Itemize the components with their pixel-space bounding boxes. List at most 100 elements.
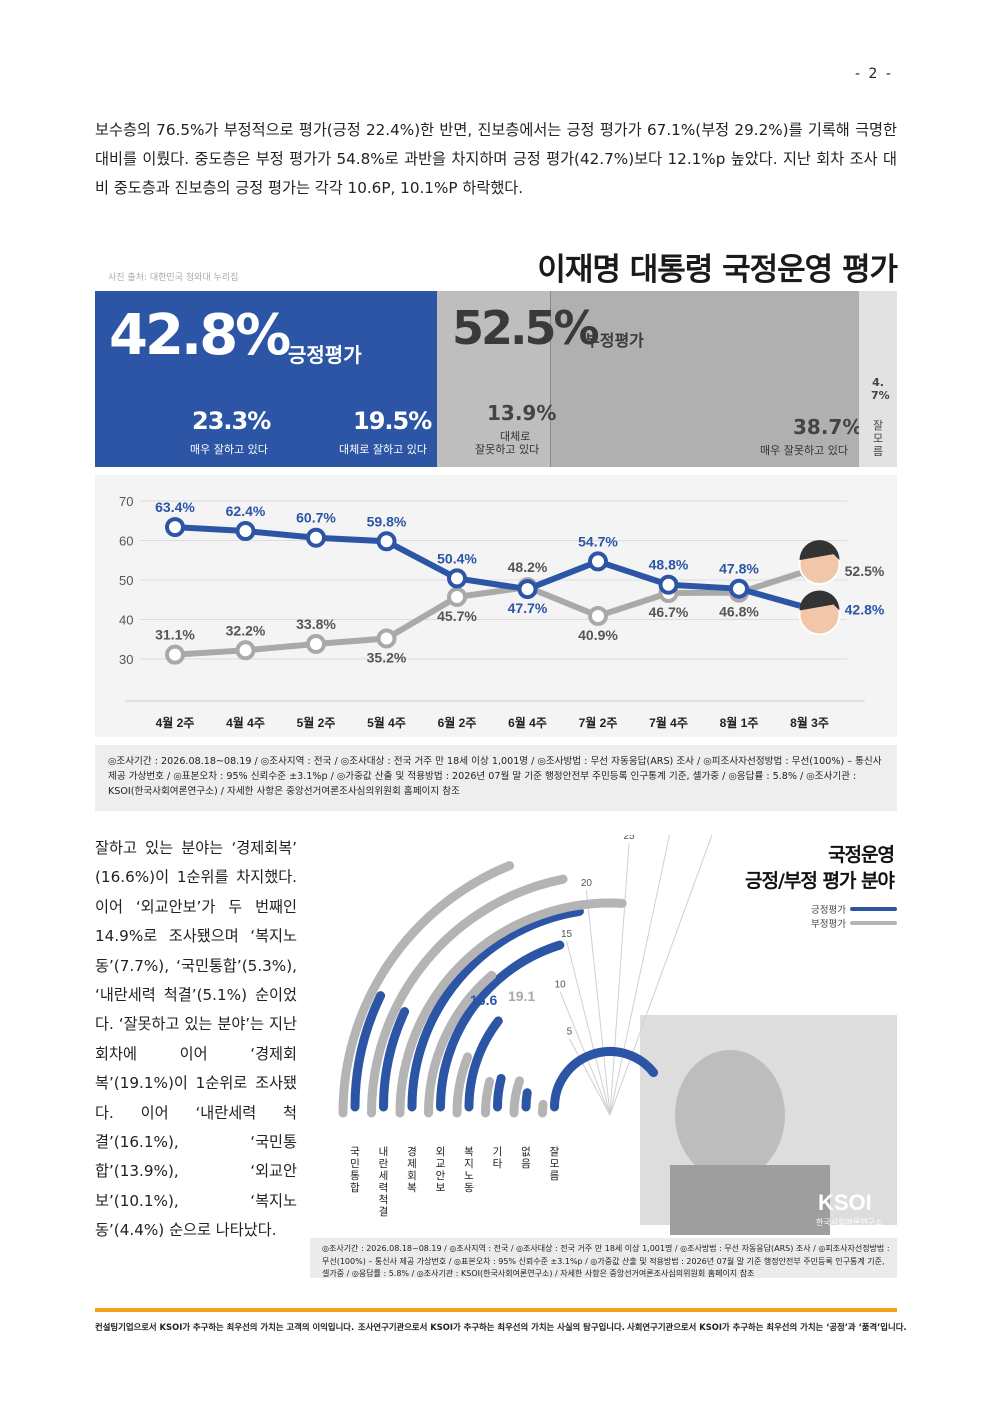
data-point [306,633,326,654]
data-label: 35.2% [367,649,407,665]
arc-긍정평가 [436,940,565,1112]
arc-부정평가 [509,1076,525,1118]
data-point [376,531,397,552]
ksoi-logo: KSOI [818,1190,872,1215]
data-label: 48.2% [508,559,548,575]
data-label: 54.7% [578,533,618,549]
data-point [165,517,185,538]
positive-panel: 42.8% 긍정평가 23.3% 매우 잘하고 있다 19.5% 대체로 잘하고… [95,291,437,467]
data-label: 46.8% [719,604,759,620]
legend-label: 부정평가 [811,919,846,930]
radial-axis [566,940,611,1116]
fairly-good-pct: 19.5% [353,407,432,435]
data-label: 63.4% [155,499,195,515]
max-positive-label: 16.6 [470,992,497,1008]
data-label: 59.8% [367,513,407,529]
data-label: 62.4% [226,503,266,519]
trend-chart: 70 60 50 40 30 4월 2주 4월 4주 5월 2주 5월 4주 6월 2주 6월 4주… [95,475,897,737]
y-tick-label: 50 [119,573,133,588]
data-label: 40.9% [578,627,618,643]
data-point [447,568,467,589]
x-tick-label: 5월 4주 [367,715,406,730]
footer-rule [95,1308,897,1312]
radial-axis [609,843,630,1116]
data-point [588,605,608,626]
survey-note-2: ◎조사기간 : 2026.08.18~08.19 / ◎조사지역 : 전국 / … [322,1244,890,1278]
arc-긍정평가 [493,1074,506,1112]
arc-부정평가 [395,898,627,1118]
data-point [588,551,608,572]
survey-note: ◎조사기간 : 2026.08.18~08.19 / ◎조사지역 : 전국 / … [108,756,882,797]
very-bad-pct: 38.7% [793,415,863,439]
footer-text-1: 컨설팅기업으로서 KSOI가 추구하는 최우선의 가치는 고객의 이익입니다. [95,1322,355,1332]
data-point [729,578,749,599]
legend-label: 긍정평가 [811,905,846,916]
negative-label: 부정평가 [585,331,644,350]
radial-tick-label: 15 [561,929,573,940]
fairly-good-label: 대체로 잘하고 있다 [339,443,427,456]
data-label: 42.8% [845,601,885,617]
portrait-hair [799,540,840,561]
unknown-pct: 4.7% [871,376,890,402]
y-tick-label: 30 [119,652,133,667]
data-point [165,644,185,665]
arc-부정평가 [424,970,497,1118]
data-point [235,521,256,542]
data-point [517,579,538,600]
radial-axis [585,890,611,1116]
radial-axis [568,1038,611,1116]
data-point [235,640,256,661]
data-label: 47.7% [508,600,548,616]
radial-title-1: 국정운영 [828,844,895,866]
data-label: 52.5% [845,563,885,579]
series-line-긍정평가 [174,524,811,612]
data-label: 33.8% [296,616,336,632]
arc-부정평가 [338,861,515,1118]
x-tick-label: 4월 4주 [226,715,265,730]
radial-tick-label: 5 [567,1027,573,1038]
data-point [447,586,467,607]
footer-text-3: 사회연구기관으로서 KSOI가 추구하는 최우선의 가치는 ‘공정’과 ‘품격’… [627,1322,907,1332]
survey-note-box-2 [310,1238,897,1278]
photo-credit: 사진 출처: 대한민국 청와대 누리집 [108,273,239,283]
arc-긍정평가 [379,1007,410,1112]
very-good-label: 매우 잘하고 있다 [190,443,268,456]
max-negative-label: 19.1 [508,988,535,1004]
fairly-bad-label2: 잘못하고 있다 [475,443,540,456]
data-label: 60.7% [296,510,336,526]
fairly-bad-label1: 대체로 [500,430,531,443]
arc-부정평가 [538,1099,548,1118]
background-figure [670,1165,830,1235]
y-tick-label: 40 [119,613,133,628]
very-good-pct: 23.3% [192,407,271,435]
x-tick-label: 5월 2주 [297,715,336,730]
unknown-panel: 4.7% 잘모름 [859,291,897,467]
arc-부정평가 [452,1052,473,1118]
positive-label: 긍정평가 [288,343,362,367]
data-label: 47.8% [719,561,759,577]
very-bad-label: 매우 잘못하고 있다 [760,444,848,457]
arc-긍정평가 [550,1047,659,1112]
x-tick-label: 7월 2주 [579,715,618,730]
radial-title-2: 긍정/부정 평가 분야 [744,870,895,892]
arc-긍정평가 [407,906,584,1112]
approval-banner: 42.8% 긍정평가 23.3% 매우 잘하고 있다 19.5% 대체로 잘하고… [95,291,897,467]
x-tick-label: 8월 3주 [790,715,829,730]
fairly-bad-pct: 13.9% [487,401,557,425]
data-point [658,574,679,595]
ksoi-logo-sub: 한국사회여론연구소 [816,1217,882,1227]
radial-chart-svg: KSOI한국사회여론연구소5101520253035긍정평가부정평가국민통합내란… [338,760,897,1235]
footer-text-2: 조사연구기관으로서 KSOI가 추구하는 최우선의 가치는 사실의 탐구입니다. [358,1322,625,1332]
positive-total: 42.8% [109,303,291,368]
radial-tick-label: 10 [555,980,567,991]
x-tick-label: 6월 2주 [438,715,477,730]
portrait-hair [799,590,840,611]
x-tick-label: 8월 1주 [720,715,759,730]
